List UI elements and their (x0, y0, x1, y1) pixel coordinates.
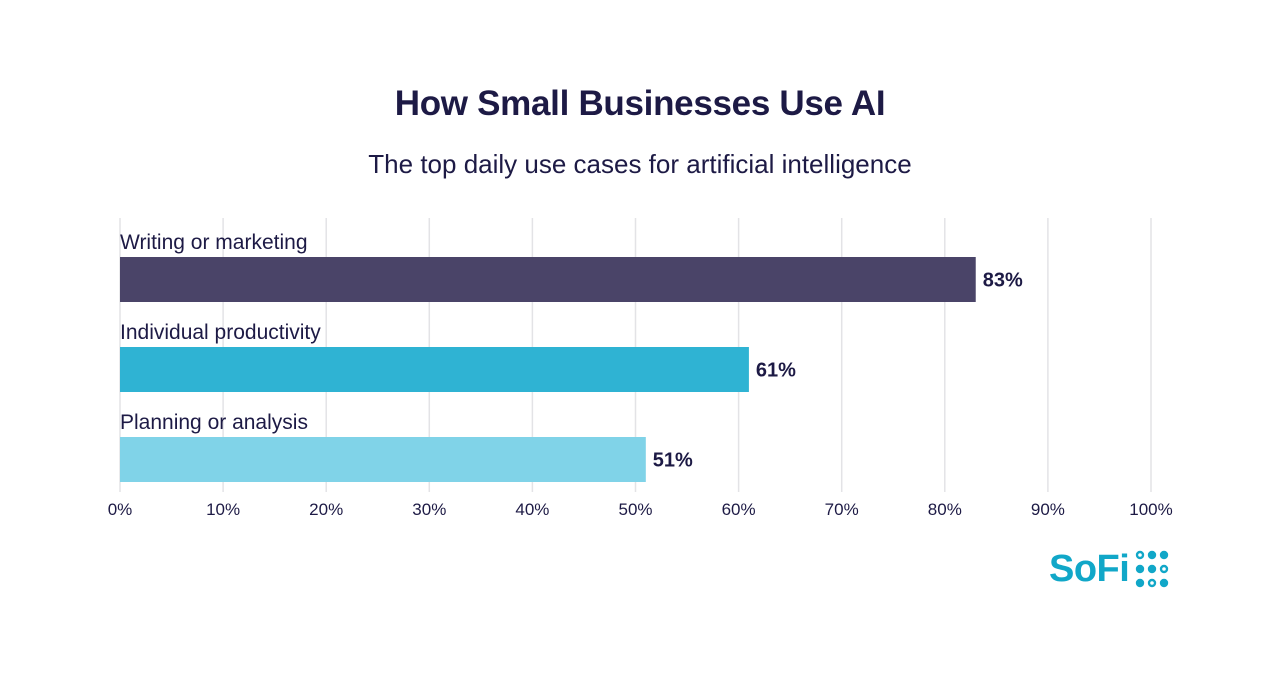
x-tick-label: 20% (309, 500, 343, 519)
x-tick-label: 10% (206, 500, 240, 519)
bar (120, 437, 646, 482)
x-tick-label: 40% (515, 500, 549, 519)
sofi-dots-icon (1136, 550, 1169, 588)
x-tick-label: 70% (825, 500, 859, 519)
x-tick-label: 0% (108, 500, 133, 519)
value-label: 51% (653, 450, 693, 472)
x-tick-label: 90% (1031, 500, 1065, 519)
x-tick-label: 60% (722, 500, 756, 519)
bar (120, 347, 749, 392)
sofi-logo: SoFi (1049, 549, 1169, 589)
value-label: 61% (756, 360, 796, 382)
bars: Writing or marketing 83% Individual produc… (120, 231, 1023, 482)
chart-title: How Small Businesses Use AI (394, 84, 886, 123)
category-label: Planning or analysis (120, 411, 308, 434)
x-tick-label: 100% (1129, 500, 1172, 519)
logo-text: SoFi (1049, 548, 1130, 590)
value-label: 83% (983, 270, 1023, 292)
x-tick-label: 80% (928, 500, 962, 519)
x-tick-label: 30% (412, 500, 446, 519)
category-label: Individual productivity (120, 321, 321, 344)
category-label: Writing or marketing (120, 231, 308, 254)
bar (120, 257, 976, 302)
chart-subtitle: The top daily use cases for artificial i… (368, 149, 912, 179)
x-tick-labels: 0% 10% 20% 30% 40% 50% 60% 70% 80% 90% 100% (108, 500, 1173, 519)
x-tick-label: 50% (618, 500, 652, 519)
